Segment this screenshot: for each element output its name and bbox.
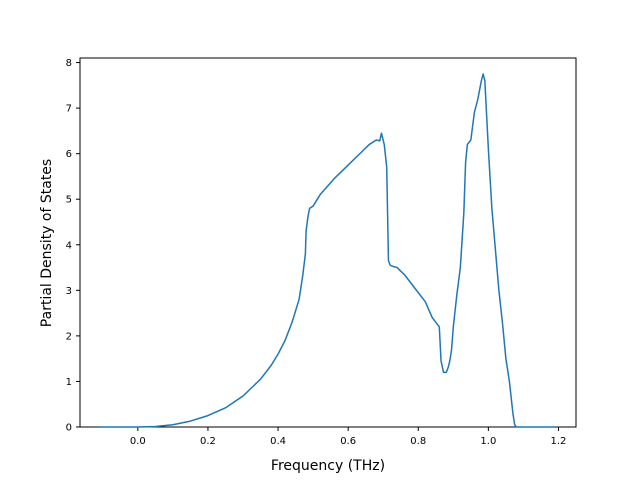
y-tick-label: 4 — [66, 240, 72, 251]
x-tick-label: 1.0 — [480, 436, 496, 447]
y-tick-label: 8 — [66, 58, 72, 69]
plot-frame — [79, 57, 577, 428]
y-tick-label: 1 — [66, 377, 72, 388]
y-tick-label: 5 — [66, 195, 72, 206]
x-axis-ticks: 0.0 0.2 0.4 0.6 0.8 1.0 1.2 — [130, 427, 567, 447]
y-tick-label: 6 — [66, 149, 72, 160]
y-axis-ticks: 0 1 2 3 4 5 6 7 8 — [66, 58, 80, 434]
x-axis-label: Frequency (THz) — [271, 458, 385, 474]
y-tick-label: 3 — [66, 286, 72, 297]
pdos-series-line — [99, 73, 555, 428]
y-tick-label: 2 — [66, 331, 72, 342]
x-tick-label: 0.8 — [410, 436, 426, 447]
y-axis-label: Partial Density of States — [39, 159, 55, 327]
x-tick-label: 0.2 — [200, 436, 216, 447]
y-tick-label: 0 — [66, 423, 72, 434]
x-tick-label: 1.2 — [551, 436, 567, 447]
y-tick-label: 7 — [66, 104, 72, 115]
x-tick-label: 0.6 — [340, 436, 356, 447]
x-tick-label: 0.4 — [270, 436, 286, 447]
x-tick-label: 0.0 — [130, 436, 146, 447]
